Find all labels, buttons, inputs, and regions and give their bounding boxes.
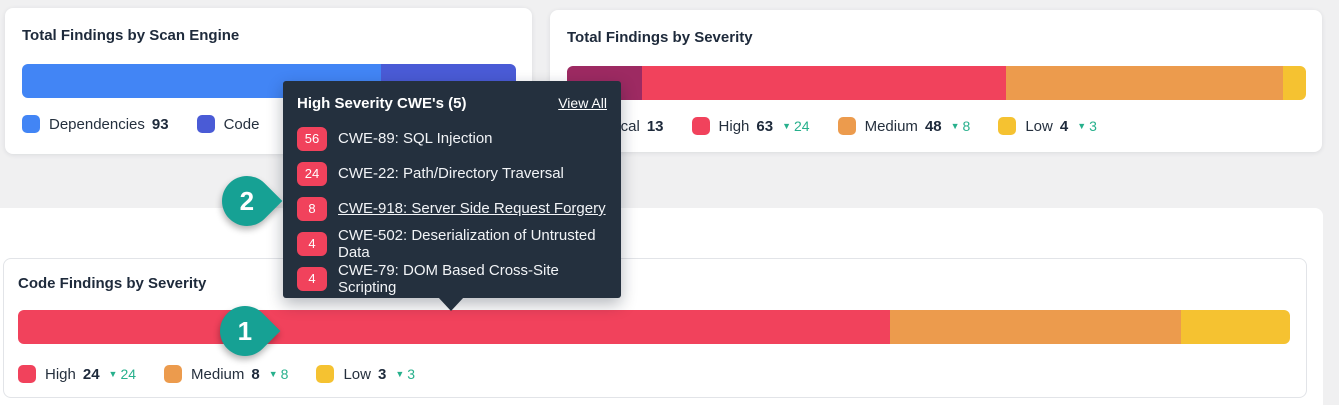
legend-delta: ▼ 3	[395, 366, 415, 382]
legend-value: 3	[378, 365, 387, 383]
legend-value: 8	[251, 365, 260, 383]
card-code-severity: Code Findings by Severity High 24 ▼ 24 Mediu…	[3, 258, 1307, 398]
cwe-list-item[interactable]: 24 CWE-22: Path/Directory Traversal	[297, 156, 607, 191]
bar-segment-high[interactable]	[642, 66, 1006, 100]
cwe-label[interactable]: CWE-502: Deserialization of Untrusted Da…	[338, 226, 596, 261]
legend-label: Code	[223, 115, 260, 133]
code-swatch-icon	[196, 115, 215, 133]
cwe-tooltip-header: High Severity CWE's (5) View All	[297, 92, 607, 114]
legend-delta-value: 3	[407, 366, 416, 382]
cwe-list-item[interactable]: 4 CWE-79: DOM Based Cross-Site Scripting	[297, 261, 607, 296]
legend-value: 13	[646, 117, 664, 135]
legend-value: 48	[924, 117, 942, 135]
cwe-tooltip-list: 56 CWE-89: SQL Injection 24 CWE-22: Path/Di…	[297, 121, 607, 296]
legend-delta-value: 3	[1089, 118, 1097, 134]
high-swatch-icon	[691, 117, 710, 135]
scan-engine-legend: Dependencies 93 Code	[22, 115, 516, 133]
legend-label: Low	[1025, 117, 1053, 135]
legend-item-low: Low 4 ▼ 3	[998, 117, 1097, 135]
legend-delta-value: 8	[962, 118, 971, 134]
tooltip-arrow	[438, 297, 464, 311]
decrease-triangle-icon: ▼	[268, 368, 278, 379]
legend-value: 63	[756, 117, 774, 135]
legend-delta-value: 24	[120, 366, 137, 382]
legend-delta: ▼ 24	[109, 366, 137, 382]
scan-engine-title: Total Findings by Scan Engine	[22, 27, 240, 44]
legend-label: Medium	[864, 117, 918, 135]
legend-delta: ▼ 8	[951, 118, 971, 134]
cwe-label[interactable]: CWE-89: SQL Injection	[338, 130, 493, 147]
total-severity-bar[interactable]	[567, 66, 1306, 100]
bottom-panel: Code Findings by Severity High 24 ▼ 24 Mediu…	[0, 208, 1323, 405]
view-all-link[interactable]: View All	[558, 95, 607, 111]
cwe-count-badge: 56	[297, 126, 327, 151]
legend-delta: ▼ 24	[782, 118, 810, 134]
card-total-severity: Total Findings by Severity Critical13Hig…	[550, 10, 1322, 152]
legend-value: 93	[151, 115, 169, 133]
decrease-triangle-icon: ▼	[108, 368, 118, 379]
legend-label: High	[718, 117, 750, 135]
decrease-triangle-icon: ▼	[1077, 120, 1087, 131]
cwe-count-badge: 24	[297, 161, 327, 186]
low-swatch-icon	[316, 365, 335, 383]
legend-item-code: Code	[196, 115, 260, 133]
legend-item-high: High 24 ▼ 24	[18, 365, 136, 383]
cwe-count-badge: 4	[297, 266, 327, 291]
legend-delta-value: 8	[280, 366, 289, 382]
legend-item-dependencies: Dependencies 93	[22, 115, 169, 133]
legend-item-low: Low 3 ▼ 3	[316, 365, 415, 383]
dependencies-swatch-icon	[22, 115, 40, 133]
decrease-triangle-icon: ▼	[950, 120, 960, 131]
legend-delta: ▼ 3	[1077, 118, 1097, 134]
decrease-triangle-icon: ▼	[395, 368, 405, 379]
code-severity-legend: High 24 ▼ 24 Medium 8 ▼ 8 Low 3 ▼ 3	[18, 365, 1290, 383]
cwe-tooltip-title: High Severity CWE's (5)	[297, 94, 467, 112]
cwe-list-item[interactable]: 4 CWE-502: Deserialization of Untrusted D…	[297, 226, 607, 261]
legend-value: 24	[82, 365, 100, 383]
legend-delta: ▼ 8	[269, 366, 289, 382]
cwe-list-item[interactable]: 8 CWE-918: Server Side Request Forgery	[297, 191, 607, 226]
legend-item-high: High 63 ▼ 24	[691, 117, 810, 135]
legend-delta-value: 24	[794, 118, 810, 134]
high-swatch-icon	[18, 365, 36, 383]
annotation-marker-2-label: 2	[239, 185, 255, 216]
total-severity-title: Total Findings by Severity	[567, 29, 753, 46]
low-swatch-icon	[998, 117, 1017, 135]
bar-segment-low[interactable]	[1283, 66, 1306, 100]
annotation-marker-1-label: 1	[237, 315, 253, 346]
legend-label: Low	[343, 365, 371, 383]
bar-segment-medium[interactable]	[1005, 66, 1284, 100]
cwe-list-item[interactable]: 56 CWE-89: SQL Injection	[297, 121, 607, 156]
cwe-label[interactable]: CWE-22: Path/Directory Traversal	[338, 165, 564, 182]
medium-swatch-icon	[164, 365, 183, 383]
legend-label: Dependencies	[49, 115, 145, 133]
code-severity-title: Code Findings by Severity	[18, 275, 207, 292]
code-severity-bar[interactable]	[18, 310, 1290, 344]
bar-segment-medium[interactable]	[889, 310, 1181, 344]
cwe-tooltip: High Severity CWE's (5) View All 56 CWE-8…	[283, 81, 621, 311]
legend-value: 4	[1059, 117, 1069, 135]
cwe-label[interactable]: CWE-79: DOM Based Cross-Site Scripting	[338, 261, 559, 296]
cwe-count-badge: 4	[297, 231, 327, 256]
legend-item-medium: Medium 8 ▼ 8	[164, 365, 288, 383]
decrease-triangle-icon: ▼	[782, 120, 791, 131]
legend-label: High	[45, 365, 76, 383]
cwe-count-badge: 8	[297, 196, 327, 221]
cwe-label[interactable]: CWE-918: Server Side Request Forgery	[338, 200, 606, 217]
bar-segment-low[interactable]	[1180, 310, 1290, 344]
medium-swatch-icon	[837, 117, 856, 135]
legend-label: Medium	[191, 365, 245, 383]
bar-segment-high[interactable]	[18, 310, 890, 344]
legend-item-medium: Medium 48 ▼ 8	[837, 117, 971, 135]
